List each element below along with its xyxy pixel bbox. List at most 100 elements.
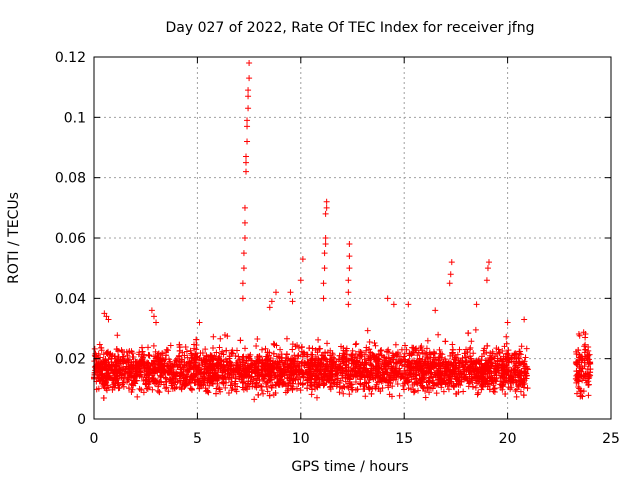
baseline-point xyxy=(488,370,495,377)
baseline-point xyxy=(126,370,133,377)
baseline-point xyxy=(336,363,343,370)
baseline-point xyxy=(503,333,510,340)
roti-point xyxy=(246,75,253,82)
baseline-point xyxy=(340,390,347,397)
baseline-point xyxy=(194,353,201,360)
baseline-point xyxy=(130,362,137,369)
baseline-point xyxy=(354,386,361,393)
baseline-point xyxy=(520,392,527,399)
baseline-point xyxy=(165,388,172,395)
baseline-point xyxy=(573,368,580,375)
roti-point xyxy=(287,289,294,296)
baseline-point xyxy=(172,372,179,379)
roti-point xyxy=(346,253,353,260)
baseline-point xyxy=(424,337,431,344)
baseline-point xyxy=(114,332,121,339)
baseline-point xyxy=(396,392,403,399)
baseline-point xyxy=(211,353,218,360)
baseline-point xyxy=(295,352,302,359)
baseline-point xyxy=(417,344,424,351)
baseline-point xyxy=(140,377,147,384)
baseline-point xyxy=(431,349,438,356)
baseline-point xyxy=(188,352,195,359)
baseline-point xyxy=(503,377,510,384)
baseline-point xyxy=(505,378,512,385)
roti-point xyxy=(297,277,304,284)
baseline-point xyxy=(308,391,315,398)
baseline-point xyxy=(334,375,341,382)
baseline-point xyxy=(367,356,374,363)
baseline-point xyxy=(275,353,282,360)
roti-point xyxy=(346,265,353,272)
baseline-point xyxy=(410,389,417,396)
baseline-point xyxy=(428,369,435,376)
baseline-point xyxy=(120,376,127,383)
baseline-point xyxy=(143,385,150,392)
baseline-point xyxy=(373,363,380,370)
baseline-point xyxy=(244,369,251,376)
baseline-point xyxy=(152,367,159,374)
baseline-point xyxy=(380,363,387,370)
baseline-point xyxy=(572,359,579,366)
baseline-point xyxy=(421,375,428,382)
chart-title: Day 027 of 2022, Rate Of TEC Index for r… xyxy=(166,20,535,36)
baseline-point xyxy=(153,379,160,386)
roti-point xyxy=(239,280,246,287)
baseline-point xyxy=(579,365,586,372)
baseline-point xyxy=(309,345,316,352)
baseline-point xyxy=(445,386,452,393)
baseline-point xyxy=(138,344,145,351)
baseline-point xyxy=(289,380,296,387)
baseline-point xyxy=(455,357,462,364)
baseline-point xyxy=(242,372,249,379)
baseline-point xyxy=(577,388,584,395)
baseline-point xyxy=(246,364,253,371)
baseline-point xyxy=(587,369,594,376)
baseline-point xyxy=(183,348,190,355)
baseline-point xyxy=(150,342,157,349)
baseline-point xyxy=(100,394,107,401)
baseline-point xyxy=(387,358,394,365)
baseline-point xyxy=(162,374,169,381)
baseline-point xyxy=(172,357,179,364)
baseline-point xyxy=(491,389,498,395)
baseline-point xyxy=(585,375,592,382)
baseline-point xyxy=(190,361,197,368)
baseline-point xyxy=(182,382,189,389)
baseline-point xyxy=(119,381,126,388)
baseline-point xyxy=(449,350,456,357)
baseline-point xyxy=(446,369,453,376)
baseline-point xyxy=(193,341,200,348)
baseline-point xyxy=(451,355,458,362)
roti-point xyxy=(346,241,353,248)
baseline-point xyxy=(515,355,522,362)
baseline-point xyxy=(171,384,178,391)
roti-point xyxy=(103,313,110,320)
roti-point xyxy=(148,307,155,314)
baseline-point xyxy=(143,372,150,379)
baseline-point xyxy=(115,379,122,386)
baseline-point xyxy=(150,361,157,368)
baseline-point xyxy=(580,372,587,379)
baseline-point xyxy=(353,361,360,368)
baseline-point xyxy=(284,382,291,389)
x-axis-label: GPS time / hours xyxy=(291,459,408,475)
baseline-point xyxy=(493,350,500,357)
baseline-point xyxy=(203,356,210,363)
baseline-point xyxy=(103,366,110,373)
baseline-point xyxy=(108,355,115,362)
roti-point xyxy=(196,319,203,326)
baseline-point xyxy=(507,372,514,379)
baseline-point xyxy=(422,394,429,401)
baseline-point xyxy=(574,359,581,366)
baseline-point xyxy=(195,364,202,371)
baseline-point xyxy=(216,384,223,391)
baseline-point xyxy=(215,365,222,372)
baseline-point xyxy=(429,358,436,365)
baseline-point xyxy=(406,359,413,366)
baseline-point xyxy=(397,373,404,380)
baseline-point xyxy=(486,380,493,387)
baseline-point xyxy=(270,350,277,357)
roti-point xyxy=(473,301,480,308)
baseline-point xyxy=(336,389,343,396)
